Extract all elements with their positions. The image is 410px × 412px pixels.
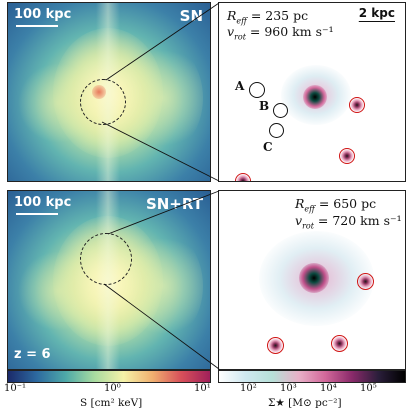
satellite-ring [235,173,251,181]
scale-bar [16,213,58,215]
marker-b: B [259,99,270,113]
colorbar-tick: 10¹ [194,383,211,394]
clump-c-ring [269,123,284,138]
satellite-ring [339,148,355,164]
run-label-sn-rt: SN+RT [145,195,203,213]
satellite-ring [331,335,348,352]
scale-label: 100 kpc [14,195,72,210]
redshift-label: z = 6 [14,347,51,362]
entropy-colorbar [7,370,211,383]
clump-a-ring [249,82,265,98]
vrot-annotation: vrot = 960 km s⁻¹ [227,24,334,42]
zoom-region-circle [80,233,132,285]
stellar-density-colorbar [218,370,406,383]
run-label-sn: SN [179,7,203,25]
scale-label: 100 kpc [14,7,72,22]
colorbar-tick: 10⁰ [104,383,121,394]
marker-c: C [263,140,273,154]
central-galaxy [299,263,329,293]
colorbar-tick: 10² [240,383,257,394]
colorbar-tick: 10⁴ [320,383,337,394]
scale-label-2kpc: 2 kpc [358,6,395,20]
satellite-ring [357,273,374,290]
satellite-ring [267,337,284,354]
entropy-colorbar-label: S [cm² keV] [80,397,143,409]
colorbar-tick: 10⁵ [360,383,377,394]
central-hot-spot [92,85,106,99]
sn-stellar-density-map: Reff = 235 pc vrot = 960 km s⁻¹ 2 kpc A … [218,2,406,182]
clump-b-ring [273,103,288,118]
colorbar-tick: 10³ [280,383,297,394]
satellite-ring [349,97,365,113]
scale-bar [16,25,58,27]
sn-rt-entropy-map: 100 kpc SN+RT z = 6 [7,190,211,370]
marker-a: A [235,79,245,93]
colorbar-tick: 10⁻¹ [4,383,27,394]
sn-entropy-map: 100 kpc SN [7,2,211,182]
central-galaxy [303,85,327,109]
vrot-annotation: vrot = 720 km s⁻¹ [295,213,402,231]
sn-rt-stellar-density-map: Reff = 650 pc vrot = 720 km s⁻¹ [218,190,406,370]
reff-annotation: Reff = 650 pc [295,196,377,214]
reff-annotation: Reff = 235 pc [227,8,309,26]
stellar-density-colorbar-label: Σ★ [M⊙ pc⁻²] [268,397,342,409]
